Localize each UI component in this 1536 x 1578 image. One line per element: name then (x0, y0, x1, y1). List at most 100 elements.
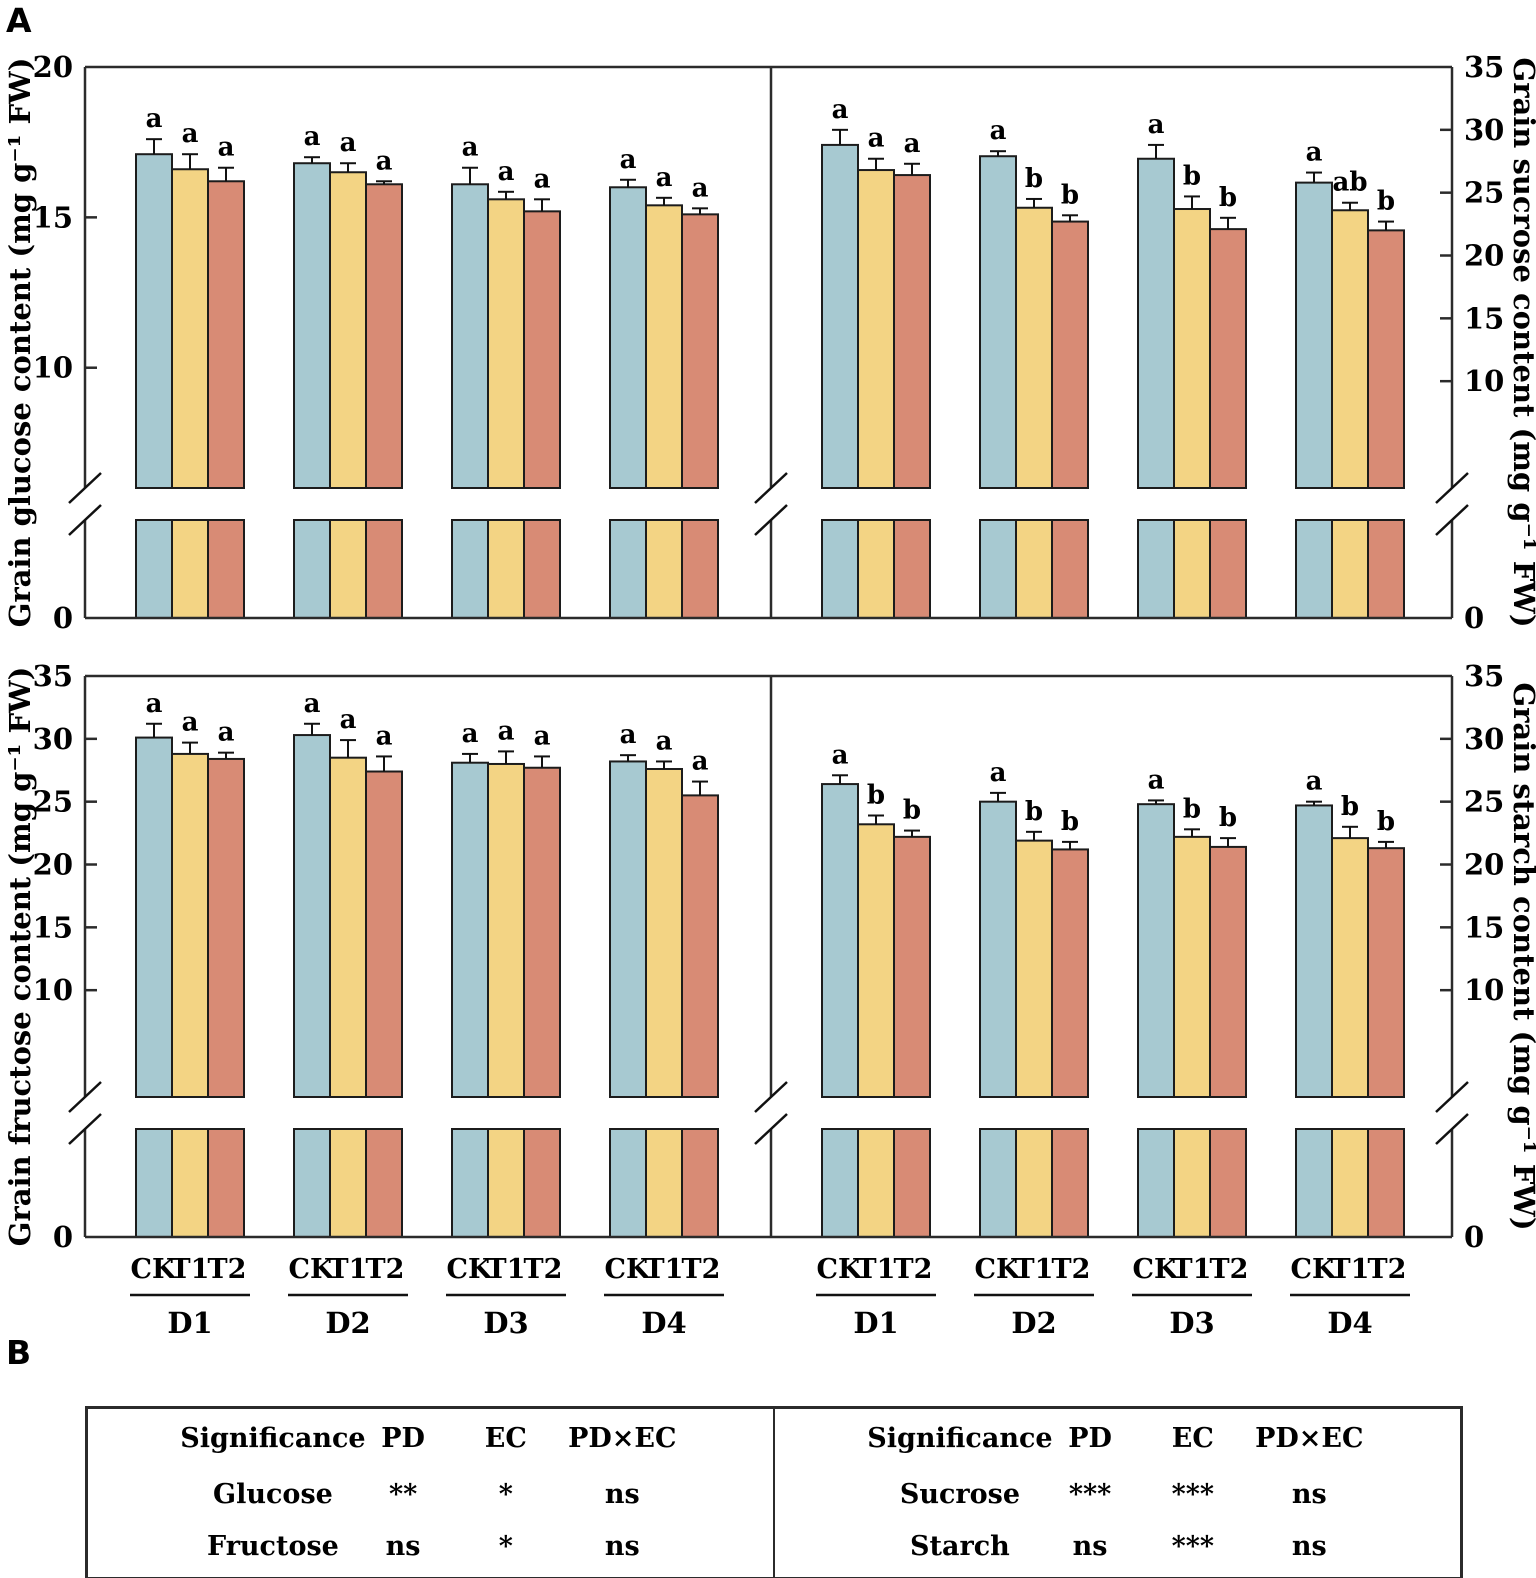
sucrose-bar-T2-D4 (1367, 229, 1405, 489)
panel-divider-break-slash-upper (754, 472, 788, 504)
glucose-bar-stub-T1-D1 (171, 519, 209, 619)
starch-sig-letter-T1-D1: b (867, 780, 885, 810)
fructose-bar-stub-T1-D4 (645, 1128, 683, 1238)
sucrose-bar-T2-D3 (1209, 228, 1247, 489)
sucrose-sig-letter-T2-D2: b (1061, 180, 1079, 210)
sucrose-bar-stub-T2-D1 (893, 519, 931, 619)
fructose-bar-stub-T1-D1 (171, 1128, 209, 1238)
fructose-axis-title: Grain fructose content (mg g⁻¹ FW) (3, 667, 37, 1247)
panel-b-label: B (6, 1333, 32, 1372)
glucose-axis-title: Grain glucose content (mg g⁻¹ FW) (3, 58, 37, 628)
fructose-bar-stub-T1-D3 (487, 1128, 525, 1238)
sucrose-bar-stub-CK-D1 (821, 519, 859, 619)
fructose-bar-stub-T2-D3 (523, 1128, 561, 1238)
starch-sig-letter-T1-D2: b (1025, 797, 1043, 827)
glucose-bar-T2-D4 (681, 213, 719, 489)
sucrose-bar-stub-CK-D3 (1137, 519, 1175, 619)
fructose-bar-T1-D3 (487, 762, 525, 1098)
glucose-sig-letter-T2-D3: a (534, 164, 551, 194)
glucose-bar-stub-T2-D1 (207, 519, 245, 619)
fructose-sig-letter-T1-D1: a (182, 708, 199, 738)
xtick-label-T2-D4: T2 (682, 1254, 721, 1285)
sucrose-sig-letter-T1-D1: a (868, 124, 885, 154)
fructose-sig-letter-T2-D3: a (534, 721, 551, 751)
glucose-bar-T1-D2 (329, 171, 367, 489)
fructose-sig-letter-T2-D2: a (376, 721, 393, 751)
sucrose-bar-T1-D1 (857, 169, 895, 489)
sig-starch-ec: *** (1171, 1531, 1215, 1562)
glucose-ytick-label-20: 20 (33, 50, 73, 84)
fructose-bar-T2-D4 (681, 794, 719, 1098)
sucrose-axis-title: Grain sucrose content (mg g⁻¹ FW) (1507, 57, 1536, 627)
fructose-sig-letter-CK-D3: a (462, 719, 479, 749)
starch-sig-letter-T1-D3: b (1183, 794, 1201, 824)
xtick-label-T1-D4: T1 (645, 1254, 684, 1285)
sig-header-pdxec: PD×EC (568, 1423, 677, 1454)
sucrose-sig-letter-CK-D2: a (990, 116, 1007, 146)
right-axis-break-slash-upper (1435, 1081, 1469, 1113)
sucrose-sig-letter-CK-D1: a (832, 95, 849, 125)
starch-bar-T1-D4 (1331, 837, 1369, 1098)
starch-bar-CK-D2 (979, 800, 1017, 1099)
sig-header-pd: PD (381, 1423, 425, 1454)
fructose-sig-letter-T2-D1: a (218, 718, 235, 748)
xtick-label-T1-D1: T1 (171, 1254, 210, 1285)
fructose-group-label-D3: D3 (483, 1306, 528, 1340)
starch-sig-letter-T2-D3: b (1219, 803, 1237, 833)
sucrose-bar-T2-D1 (893, 174, 931, 489)
sig-glucose-pd: ** (388, 1479, 418, 1510)
sig-label-glucose: Glucose (213, 1479, 333, 1510)
sig-sucrose-pdxec: ns (1291, 1479, 1327, 1510)
glucose-bar-T2-D1 (207, 180, 245, 489)
starch-bar-CK-D1 (821, 783, 859, 1099)
glucose-bar-stub-CK-D3 (451, 519, 489, 619)
sucrose-bar-T1-D4 (1331, 209, 1369, 489)
sig-header-pd: PD (1068, 1423, 1112, 1454)
sucrose-sig-letter-CK-D4: a (1306, 138, 1323, 168)
sucrose-sig-letter-T1-D2: b (1025, 164, 1043, 194)
xtick-label-T1-D4: T1 (1331, 1254, 1370, 1285)
fructose-sig-letter-T1-D2: a (340, 705, 357, 735)
sucrose-bar-stub-T1-D4 (1331, 519, 1369, 619)
sucrose-bar-stub-CK-D4 (1295, 519, 1333, 619)
sucrose-ytick-label-0: 0 (1464, 601, 1484, 635)
sig-fructose-ec: * (498, 1531, 513, 1562)
panel-divider-break-slash-lower (754, 1113, 788, 1145)
sucrose-bar-stub-T1-D1 (857, 519, 895, 619)
sig-row-glucose: Glucose ** * ns (88, 1475, 773, 1515)
glucose-ytick-label-10: 10 (33, 351, 73, 385)
glucose-bar-T1-D4 (645, 204, 683, 489)
sucrose-bar-CK-D3 (1137, 157, 1175, 489)
right-axis-break-slash-upper (1435, 472, 1469, 504)
xtick-label-T2-D4: T2 (1368, 1254, 1407, 1285)
sig-header-pdxec: PD×EC (1255, 1423, 1364, 1454)
xtick-label-T1-D3: T1 (487, 1254, 526, 1285)
sig-label-starch: Starch (910, 1531, 1010, 1562)
glucose-sig-letter-T2-D4: a (692, 173, 709, 203)
sucrose-sig-letter-T2-D3: b (1219, 183, 1237, 213)
sucrose-sig-letter-T2-D1: a (904, 129, 921, 159)
fructose-ytick-label-25: 25 (33, 785, 73, 819)
fructose-ytick-label-20: 20 (33, 848, 73, 882)
glucose-bar-stub-T2-D4 (681, 519, 719, 619)
fructose-ytick-label-10: 10 (33, 973, 73, 1007)
glucose-bar-stub-CK-D1 (135, 519, 173, 619)
fructose-bar-stub-CK-D3 (451, 1128, 489, 1238)
fructose-sig-letter-CK-D2: a (304, 689, 321, 719)
starch-bar-stub-CK-D1 (821, 1128, 859, 1238)
glucose-bar-T2-D2 (365, 183, 403, 489)
panel-divider-break-slash-lower (754, 504, 788, 536)
sucrose-bar-stub-T2-D2 (1051, 519, 1089, 619)
starch-bar-stub-T1-D1 (857, 1128, 895, 1238)
starch-bar-stub-T2-D2 (1051, 1128, 1089, 1238)
starch-bar-T1-D2 (1015, 839, 1053, 1098)
left-axis-break-slash-lower (68, 1113, 102, 1145)
sucrose-bar-CK-D1 (821, 143, 859, 489)
starch-ytick-label-20: 20 (1464, 848, 1504, 882)
sucrose-ytick-label-30: 30 (1464, 113, 1504, 147)
starch-group-label-D3: D3 (1169, 1306, 1214, 1340)
starch-bar-stub-T2-D1 (893, 1128, 931, 1238)
starch-bar-stub-T2-D3 (1209, 1128, 1247, 1238)
left-axis-break-slash-upper (68, 472, 102, 504)
